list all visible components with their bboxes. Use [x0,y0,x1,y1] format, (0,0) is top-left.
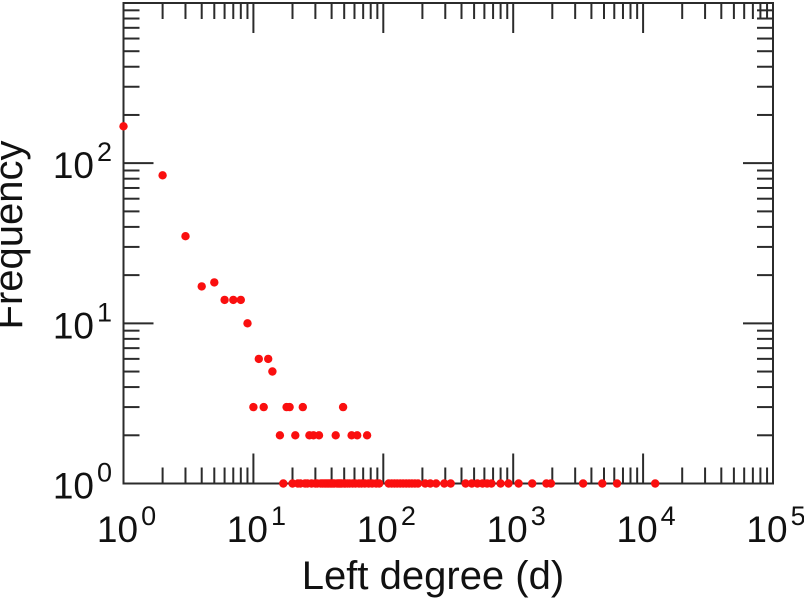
data-point [119,122,128,131]
data-point [285,402,294,412]
tick-label-10^3: 10 3 [487,501,546,550]
data-point [375,479,384,488]
axis-ticks [122,2,774,485]
data-points [119,122,660,488]
data-point [275,431,285,440]
data-point [546,479,556,488]
data-point [264,354,273,364]
tick-label-10^0: 10 0 [97,501,156,550]
tick-label-10^5: 10 5 [746,501,804,550]
data-point [514,479,523,488]
x-axis-label: Left degree (d) [302,554,564,598]
tick-label-10^0: 10 0 [53,458,112,507]
data-point [440,479,449,488]
data-point [426,479,435,488]
plot-border [122,2,774,485]
data-point [254,354,263,364]
data-point [362,431,372,440]
data-point [249,402,258,412]
tick-label-10^1: 10 1 [53,297,112,346]
data-point [210,278,219,287]
data-point [487,479,496,488]
data-point [413,479,423,488]
data-point [338,402,348,412]
data-point [578,479,588,488]
tick-label-10^1: 10 1 [227,501,286,550]
data-point [181,232,190,241]
data-point [298,402,307,412]
tick-label-10^2: 10 2 [357,501,416,550]
data-point [598,479,607,488]
data-point [461,479,470,488]
tick-label-10^4: 10 4 [617,501,676,550]
data-point [431,479,441,488]
data-point [331,431,340,440]
data-point [528,479,537,488]
data-point [314,431,324,440]
y-axis-label: Frequency [0,141,31,330]
data-point [229,295,238,305]
data-point [279,479,288,488]
data-point [197,282,206,291]
data-point [220,295,229,305]
data-point [236,295,245,305]
data-point [651,479,660,488]
data-point [504,479,513,488]
x-axis-tick-labels: 10 0 10 1 10 2 10 3 10 4 10 5 [97,501,804,550]
data-point [353,431,362,440]
data-point [158,171,167,180]
tick-label-10^2: 10 2 [53,137,112,186]
data-point [446,479,455,488]
data-point [243,319,252,328]
data-point [496,479,505,488]
data-point [268,367,277,376]
data-point [612,479,622,488]
data-point [259,402,268,412]
data-point [291,431,300,440]
